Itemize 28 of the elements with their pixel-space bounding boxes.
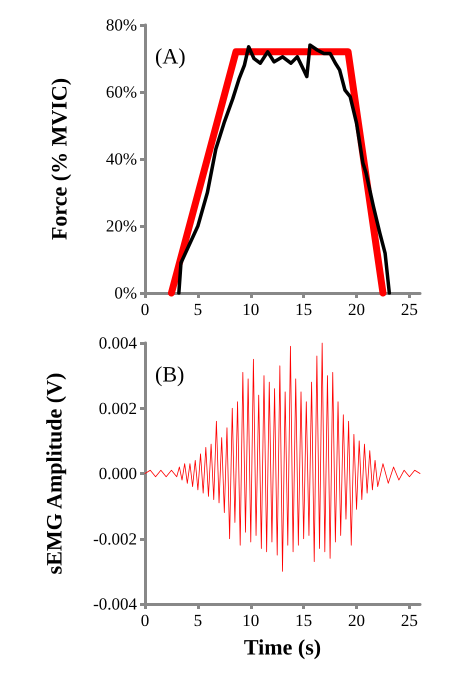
x-tick-label: 10 xyxy=(242,611,260,630)
y-tick-label: 0% xyxy=(114,284,137,302)
y-tick-label: -0.004 xyxy=(93,594,138,614)
x-tick-label: 25 xyxy=(400,611,418,630)
x-tick-label: 10 xyxy=(242,300,260,319)
y-tick-label: 20% xyxy=(106,216,137,236)
y-tick-label: 40% xyxy=(106,150,137,168)
x-tick-label: 5 xyxy=(194,611,202,630)
x-tick-label: 0 xyxy=(140,300,150,319)
x-axis-title: Time (s) xyxy=(244,634,322,660)
y-tick-label: 60% xyxy=(106,82,137,102)
y-tick-label: 80% xyxy=(106,16,137,34)
x-tick-label: 5 xyxy=(194,300,202,319)
x-tick-label: 20 xyxy=(348,300,366,319)
annotation: (A) xyxy=(155,44,186,68)
y-tick-label: 0.000 xyxy=(98,464,137,483)
x-tick-label: 15 xyxy=(295,300,312,319)
x-tick-label: 25 xyxy=(400,300,418,319)
y-tick-label: 0.004 xyxy=(98,334,138,352)
annotation: (B) xyxy=(155,362,184,386)
y-tick-label: 0.002 xyxy=(98,398,137,418)
x-tick-label: 15 xyxy=(295,611,312,630)
x-tick-label: 0 xyxy=(140,611,150,630)
y-axis-title: sEMG Amplitude (V) xyxy=(42,372,66,574)
line-series xyxy=(144,342,420,572)
y-axis-title: Force (% MVIC) xyxy=(46,78,72,240)
y-tick-label: -0.002 xyxy=(93,529,137,548)
x-tick-label: 20 xyxy=(348,611,366,630)
